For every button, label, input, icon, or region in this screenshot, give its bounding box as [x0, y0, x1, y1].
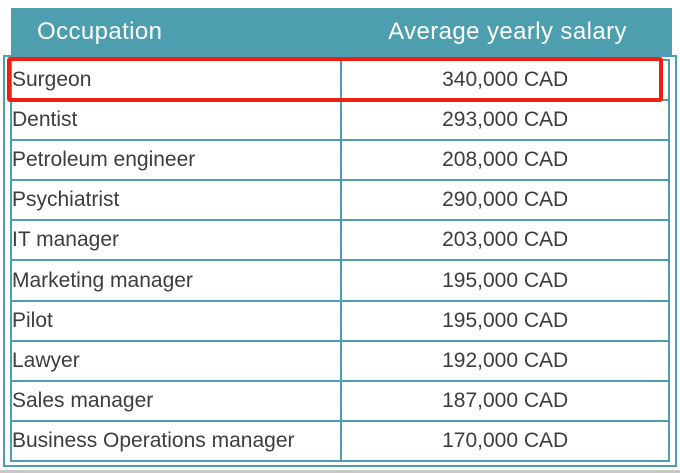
salary-cell: 192,000 CAD	[340, 339, 670, 382]
occupation-cell: Sales manager	[9, 379, 343, 422]
occupation-cell: IT manager	[9, 219, 343, 262]
table-row-it-manager: IT manager 203,000 CAD	[9, 219, 670, 262]
occupation-cell: Dentist	[9, 99, 343, 142]
table-row-sales-manager: Sales manager 187,000 CAD	[9, 379, 670, 422]
table-row-dentist: Dentist 293,000 CAD	[9, 99, 670, 142]
header-cell-average-yearly-salary: Average yearly salary	[388, 18, 627, 45]
bottom-edge-shadow	[0, 470, 680, 473]
table-body-frame: Surgeon 340,000 CAD Dentist 293,000 CAD …	[3, 55, 677, 467]
salary-cell: 203,000 CAD	[340, 219, 670, 262]
salary-cell: 195,000 CAD	[340, 299, 670, 342]
salary-cell: 187,000 CAD	[340, 379, 670, 422]
occupation-cell: Petroleum engineer	[9, 139, 343, 182]
table-row-marketing-manager: Marketing manager 195,000 CAD	[9, 259, 670, 302]
salary-cell: 208,000 CAD	[340, 139, 670, 182]
table-row-lawyer: Lawyer 192,000 CAD	[9, 339, 670, 382]
table-row-pilot: Pilot 195,000 CAD	[9, 299, 670, 342]
salary-cell: 170,000 CAD	[340, 419, 670, 463]
occupation-cell: Marketing manager	[9, 259, 343, 302]
occupation-cell: Surgeon	[9, 58, 343, 102]
occupation-cell: Pilot	[9, 299, 343, 342]
salary-cell: 290,000 CAD	[340, 179, 670, 222]
salary-grid: Surgeon 340,000 CAD Dentist 293,000 CAD …	[9, 58, 670, 463]
occupation-cell: Psychiatrist	[9, 179, 343, 222]
header-cell-occupation: Occupation	[37, 18, 163, 45]
table-row-business-operations-manager: Business Operations manager 170,000 CAD	[9, 419, 670, 463]
salary-cell: 340,000 CAD	[340, 58, 670, 102]
table-row-petroleum-engineer: Petroleum engineer 208,000 CAD	[9, 139, 670, 182]
table-row-surgeon: Surgeon 340,000 CAD	[9, 58, 670, 102]
salary-cell: 195,000 CAD	[340, 259, 670, 302]
table-header-row: Occupation Average yearly salary	[11, 8, 672, 56]
occupation-cell: Business Operations manager	[9, 419, 343, 463]
table-row-psychiatrist: Psychiatrist 290,000 CAD	[9, 179, 670, 222]
occupation-cell: Lawyer	[9, 339, 343, 382]
salary-cell: 293,000 CAD	[340, 99, 670, 142]
